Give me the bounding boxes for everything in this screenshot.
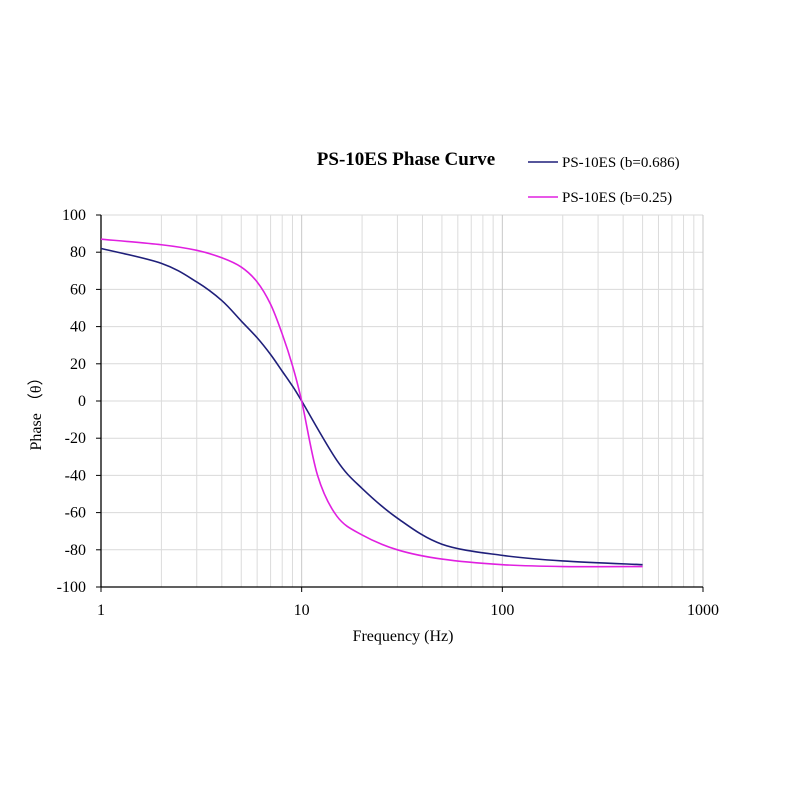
- y-tick-label: 60: [70, 281, 86, 298]
- x-tick-label: 1000: [687, 602, 719, 619]
- x-tick-label: 1: [97, 602, 105, 619]
- x-tick-label: 10: [294, 602, 310, 619]
- chart-title: PS-10ES Phase Curve: [317, 149, 495, 170]
- y-tick-label: 20: [70, 356, 86, 373]
- y-tick-label: -80: [65, 542, 86, 559]
- axes: [96, 214, 704, 592]
- x-tick-label: 100: [490, 602, 514, 619]
- grid-lines: [100, 214, 704, 588]
- x-axis-label: Frequency (Hz): [353, 628, 454, 645]
- series-lines: [100, 238, 643, 568]
- y-tick-label: -100: [57, 579, 86, 596]
- x-tick-labels: 1 10 100 1000: [97, 602, 719, 619]
- y-tick-label: 0: [78, 393, 86, 410]
- legend-label-2: PS-10ES (b=0.25): [562, 190, 672, 206]
- y-tick-label: 80: [70, 244, 86, 261]
- y-tick-label: -20: [65, 430, 86, 447]
- y-axis-label: Phase （θ）: [27, 370, 45, 451]
- legend: PS-10ES (b=0.686) PS-10ES (b=0.25): [528, 155, 680, 206]
- y-tick-label: -40: [65, 467, 86, 484]
- y-tick-label: 40: [70, 319, 86, 336]
- y-tick-label: -60: [65, 505, 86, 522]
- y-tick-labels: 100 80 60 40 20 0 -20 -40 -60 -80 -100: [57, 207, 86, 596]
- series-line-1: [100, 247, 643, 566]
- legend-label-1: PS-10ES (b=0.686): [562, 155, 680, 171]
- y-tick-label: 100: [62, 207, 86, 224]
- series-line-2: [100, 238, 643, 568]
